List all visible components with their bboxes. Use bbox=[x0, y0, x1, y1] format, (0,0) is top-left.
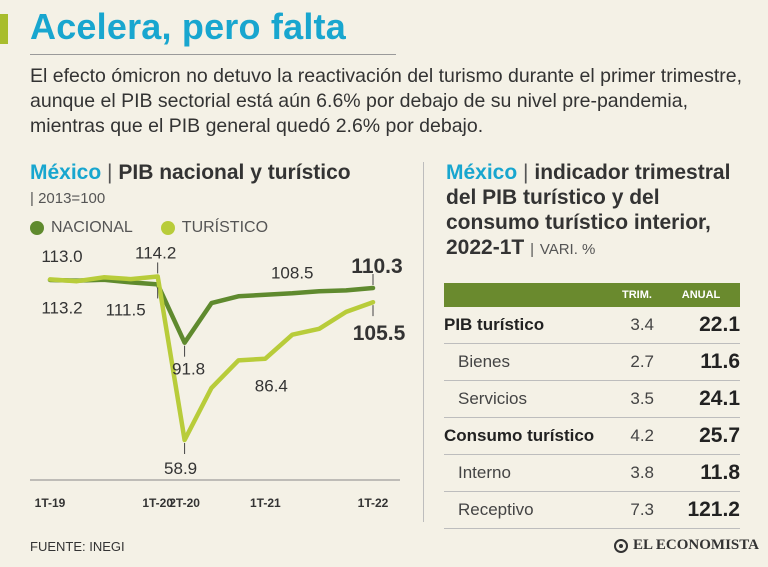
data-label: 58.9 bbox=[164, 459, 197, 478]
data-label: 113.0 bbox=[41, 247, 82, 266]
legend-label-turistico: TURÍSTICO bbox=[181, 219, 269, 236]
right-country: México bbox=[446, 161, 518, 184]
intro-text: El efecto ómicron no detuvo la reactivac… bbox=[30, 65, 743, 137]
data-label: 110.3 bbox=[351, 255, 402, 278]
data-label: 108.5 bbox=[271, 263, 314, 282]
table-row: Consumo turístico 4.2 25.7 bbox=[444, 418, 740, 455]
row-label: PIB turístico bbox=[444, 315, 545, 334]
legend-item-nacional: NACIONAL bbox=[30, 219, 133, 237]
left-panel-title: México | PIB nacional y turístico bbox=[30, 160, 410, 185]
brand-logo: EL ECONOMISTA bbox=[614, 537, 759, 554]
x-tick-label: 2T-20 bbox=[169, 496, 200, 510]
series-line-nacional bbox=[47, 277, 376, 345]
row-anual-value: 22.1 bbox=[699, 313, 740, 336]
row-trim-value: 2.7 bbox=[630, 352, 654, 371]
col-header-anual: ANUAL bbox=[681, 289, 721, 301]
row-anual-value: 121.2 bbox=[687, 498, 740, 521]
x-tick-label: 1T-20 bbox=[142, 496, 173, 510]
data-label: 91.8 bbox=[172, 360, 205, 379]
col-header-trim: TRIM. bbox=[622, 289, 652, 301]
row-label: Servicios bbox=[458, 389, 527, 408]
x-tick-label: 1T-19 bbox=[35, 496, 66, 510]
title-accent-bar bbox=[0, 14, 8, 44]
legend-swatch-nacional bbox=[30, 221, 44, 235]
right-unit-separator: | bbox=[530, 241, 534, 258]
row-anual-value: 11.6 bbox=[700, 350, 740, 373]
brand-mark-icon bbox=[614, 538, 628, 553]
data-label: 86.4 bbox=[255, 377, 288, 396]
row-anual-value: 25.7 bbox=[699, 424, 740, 447]
table-row: Receptivo 7.3 121.2 bbox=[444, 492, 740, 529]
row-anual-value: 24.1 bbox=[699, 387, 740, 410]
row-label: Receptivo bbox=[458, 500, 534, 519]
row-trim-value: 3.5 bbox=[630, 389, 654, 408]
table-row: Bienes 2.7 11.6 bbox=[444, 344, 740, 381]
table-row: Servicios 3.5 24.1 bbox=[444, 381, 740, 418]
table-row: Interno 3.8 11.8 bbox=[444, 455, 740, 492]
brand-name: EL ECONOMISTA bbox=[633, 537, 759, 553]
data-label: 111.5 bbox=[106, 300, 146, 319]
right-title-text: indicador trimestral del PIB turístico y… bbox=[446, 161, 731, 259]
chart-legend: NACIONAL TURÍSTICO bbox=[30, 219, 296, 237]
base-note: | 2013=100 bbox=[30, 190, 106, 207]
legend-label-nacional: NACIONAL bbox=[51, 219, 133, 236]
right-separator: | bbox=[523, 161, 529, 184]
row-anual-value: 11.8 bbox=[700, 461, 740, 484]
source-note: FUENTE: INEGI bbox=[30, 539, 125, 554]
panel-divider bbox=[423, 162, 424, 522]
data-label: 114.2 bbox=[135, 243, 176, 262]
table-row: PIB turístico 3.4 22.1 bbox=[444, 307, 740, 344]
right-panel-title: México | indicador trimestral del PIB tu… bbox=[446, 160, 746, 262]
row-trim-value: 3.4 bbox=[630, 315, 654, 334]
row-trim-value: 7.3 bbox=[630, 500, 654, 519]
data-label: 105.5 bbox=[353, 322, 406, 345]
row-trim-value: 4.2 bbox=[630, 426, 654, 445]
table-header: TRIM. ANUAL bbox=[444, 283, 740, 307]
page-title: Acelera, pero falta bbox=[30, 6, 346, 47]
legend-swatch-turistico bbox=[160, 221, 175, 235]
row-label: Interno bbox=[458, 463, 511, 482]
legend-item-turistico: TURÍSTICO bbox=[160, 219, 269, 237]
x-tick-label: 1T-22 bbox=[358, 496, 389, 510]
title-underline bbox=[30, 54, 396, 55]
table-body: PIB turístico 3.4 22.1 Bienes 2.7 11.6 Servici… bbox=[444, 307, 740, 529]
series-line-turístico bbox=[47, 274, 376, 443]
left-country: México bbox=[30, 161, 102, 184]
left-title-text: PIB nacional y turístico bbox=[118, 161, 351, 184]
left-separator: | bbox=[107, 161, 113, 184]
data-label: 113.2 bbox=[41, 298, 82, 317]
row-label: Consumo turístico bbox=[444, 426, 595, 445]
row-trim-value: 3.8 bbox=[630, 463, 654, 482]
right-unit: VARI. % bbox=[539, 241, 596, 258]
indicator-table: TRIM. ANUAL PIB turístico 3.4 22.1 Bienes 2.… bbox=[444, 283, 740, 529]
row-label: Bienes bbox=[458, 352, 510, 371]
x-tick-label: 1T-21 bbox=[250, 496, 281, 510]
